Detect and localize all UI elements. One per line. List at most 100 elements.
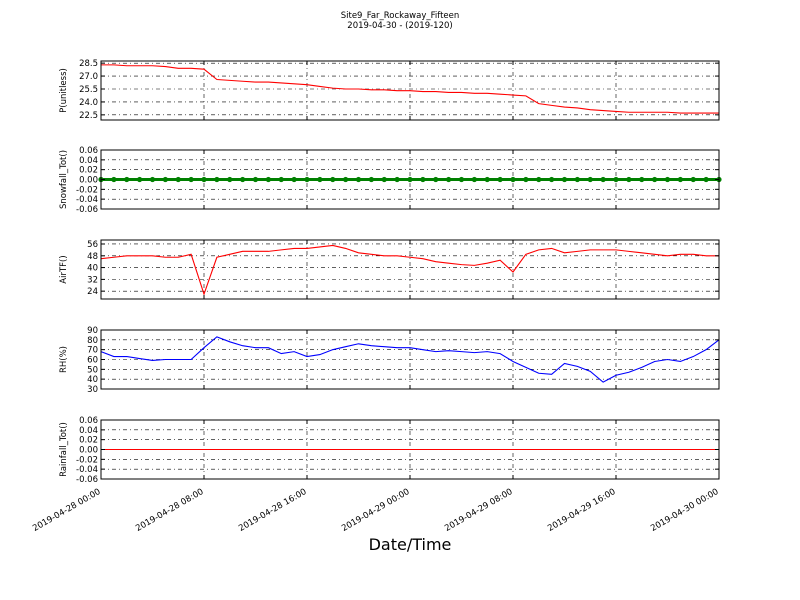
y-axis-label: RH(%) xyxy=(59,346,69,373)
data-point xyxy=(162,176,168,183)
y-tick-label: -0.02 xyxy=(76,455,98,465)
x-tick-label: 2019-04-29 08:00 xyxy=(443,487,514,534)
y-tick-label: 22.5 xyxy=(79,111,98,121)
data-point xyxy=(265,176,271,183)
subplot: -0.06-0.04-0.020.000.020.040.06 Rainfall_… xyxy=(31,416,720,534)
data-point xyxy=(690,176,696,183)
data-point xyxy=(214,176,220,183)
data-point xyxy=(407,176,413,183)
data-point xyxy=(664,176,671,183)
data-point xyxy=(227,176,233,183)
y-tick-label: 24 xyxy=(87,287,98,297)
data-point xyxy=(613,176,619,183)
data-line xyxy=(100,244,719,296)
y-tick-label: 56 xyxy=(87,240,98,250)
y-tick-label: 0.06 xyxy=(79,416,98,426)
data-point xyxy=(536,176,542,183)
y-tick-label: 80 xyxy=(87,336,98,346)
data-point xyxy=(394,176,400,183)
data-point xyxy=(549,176,555,183)
y-tick-label: 90 xyxy=(87,326,98,336)
data-point xyxy=(458,176,465,183)
data-point xyxy=(446,176,452,183)
x-tick-label: 2019-04-28 00:00 xyxy=(31,487,102,534)
y-tick-label: -0.06 xyxy=(76,205,98,215)
data-point xyxy=(626,176,632,183)
data-point xyxy=(600,176,606,183)
data-point xyxy=(175,176,181,183)
data-point xyxy=(304,176,310,183)
subplot: -0.06-0.04-0.020.000.020.040.06 Snowfall_… xyxy=(59,146,722,215)
data-point xyxy=(677,176,683,183)
data-point xyxy=(497,176,503,183)
y-tick-label: -0.06 xyxy=(76,475,98,485)
data-point xyxy=(561,176,568,183)
data-point xyxy=(652,176,658,183)
subplot: 22.5 24.0 25.5 27.0 28.5 P(unitless) xyxy=(59,59,720,121)
data-point xyxy=(343,176,349,183)
x-tick-label: 2019-04-28 16:00 xyxy=(237,487,308,534)
y-tick-label: 0.02 xyxy=(79,166,98,176)
data-point xyxy=(330,176,336,183)
y-tick-label: 40 xyxy=(87,264,98,274)
y-tick-label: 0.00 xyxy=(79,446,98,456)
data-point xyxy=(111,176,117,183)
y-tick-label: -0.04 xyxy=(76,465,98,475)
data-point xyxy=(240,176,246,183)
title: Site9_Far_Rockaway_Fifteen xyxy=(341,11,460,21)
data-point xyxy=(523,176,529,183)
data-point xyxy=(355,176,362,183)
data-point xyxy=(368,176,374,183)
y-tick-label: 27.0 xyxy=(79,72,98,82)
data-line xyxy=(100,336,720,383)
data-point xyxy=(484,176,490,183)
data-point xyxy=(291,176,297,183)
data-point xyxy=(471,176,477,183)
y-tick-label: 32 xyxy=(87,275,98,285)
y-tick-label: 70 xyxy=(87,346,98,356)
data-point xyxy=(510,176,516,183)
data-point xyxy=(317,176,323,183)
y-tick-label: -0.04 xyxy=(76,195,98,205)
y-axis-label: Rainfall_Tot() xyxy=(59,422,69,477)
data-point xyxy=(703,176,709,183)
data-line xyxy=(101,64,719,114)
data-point xyxy=(278,176,284,183)
data-point xyxy=(587,176,593,183)
data-point xyxy=(201,176,207,183)
y-tick-label: 28.5 xyxy=(79,59,98,69)
x-tick-label: 2019-04-28 08:00 xyxy=(134,487,205,534)
y-axis-label: AirTF() xyxy=(59,255,69,283)
y-tick-label: 0.04 xyxy=(79,156,98,166)
y-tick-label: 24.0 xyxy=(79,98,98,108)
y-axis-label: Snowfall_Tot() xyxy=(59,150,69,209)
data-point xyxy=(188,176,194,183)
x-tick-label: 2019-04-29 16:00 xyxy=(546,487,617,534)
data-point xyxy=(137,176,143,183)
data-point xyxy=(149,176,156,183)
subtitle: 2019-04-30 - (2019-120) xyxy=(347,21,452,31)
x-tick-label: 2019-04-29 00:00 xyxy=(340,487,411,534)
y-tick-label: 0.06 xyxy=(79,146,98,156)
y-tick-label: -0.02 xyxy=(76,185,98,195)
data-point xyxy=(639,176,645,183)
data-point xyxy=(252,176,259,183)
y-tick-label: 25.5 xyxy=(79,85,98,95)
x-axis-label: Date/Time xyxy=(369,535,452,554)
y-tick-label: 60 xyxy=(87,356,98,366)
data-point xyxy=(124,176,130,183)
x-tick-label: 2019-04-30 00:00 xyxy=(649,487,720,534)
y-tick-label: 0.04 xyxy=(79,426,98,436)
data-point xyxy=(420,176,426,183)
y-tick-label: 30 xyxy=(87,385,98,395)
data-point xyxy=(433,176,439,183)
y-tick-label: 0.02 xyxy=(79,436,98,446)
y-tick-label: 50 xyxy=(87,365,98,375)
data-point xyxy=(381,176,387,183)
y-tick-label: 40 xyxy=(87,375,98,385)
y-tick-label: 48 xyxy=(87,252,98,262)
y-tick-label: 0.00 xyxy=(79,176,98,186)
